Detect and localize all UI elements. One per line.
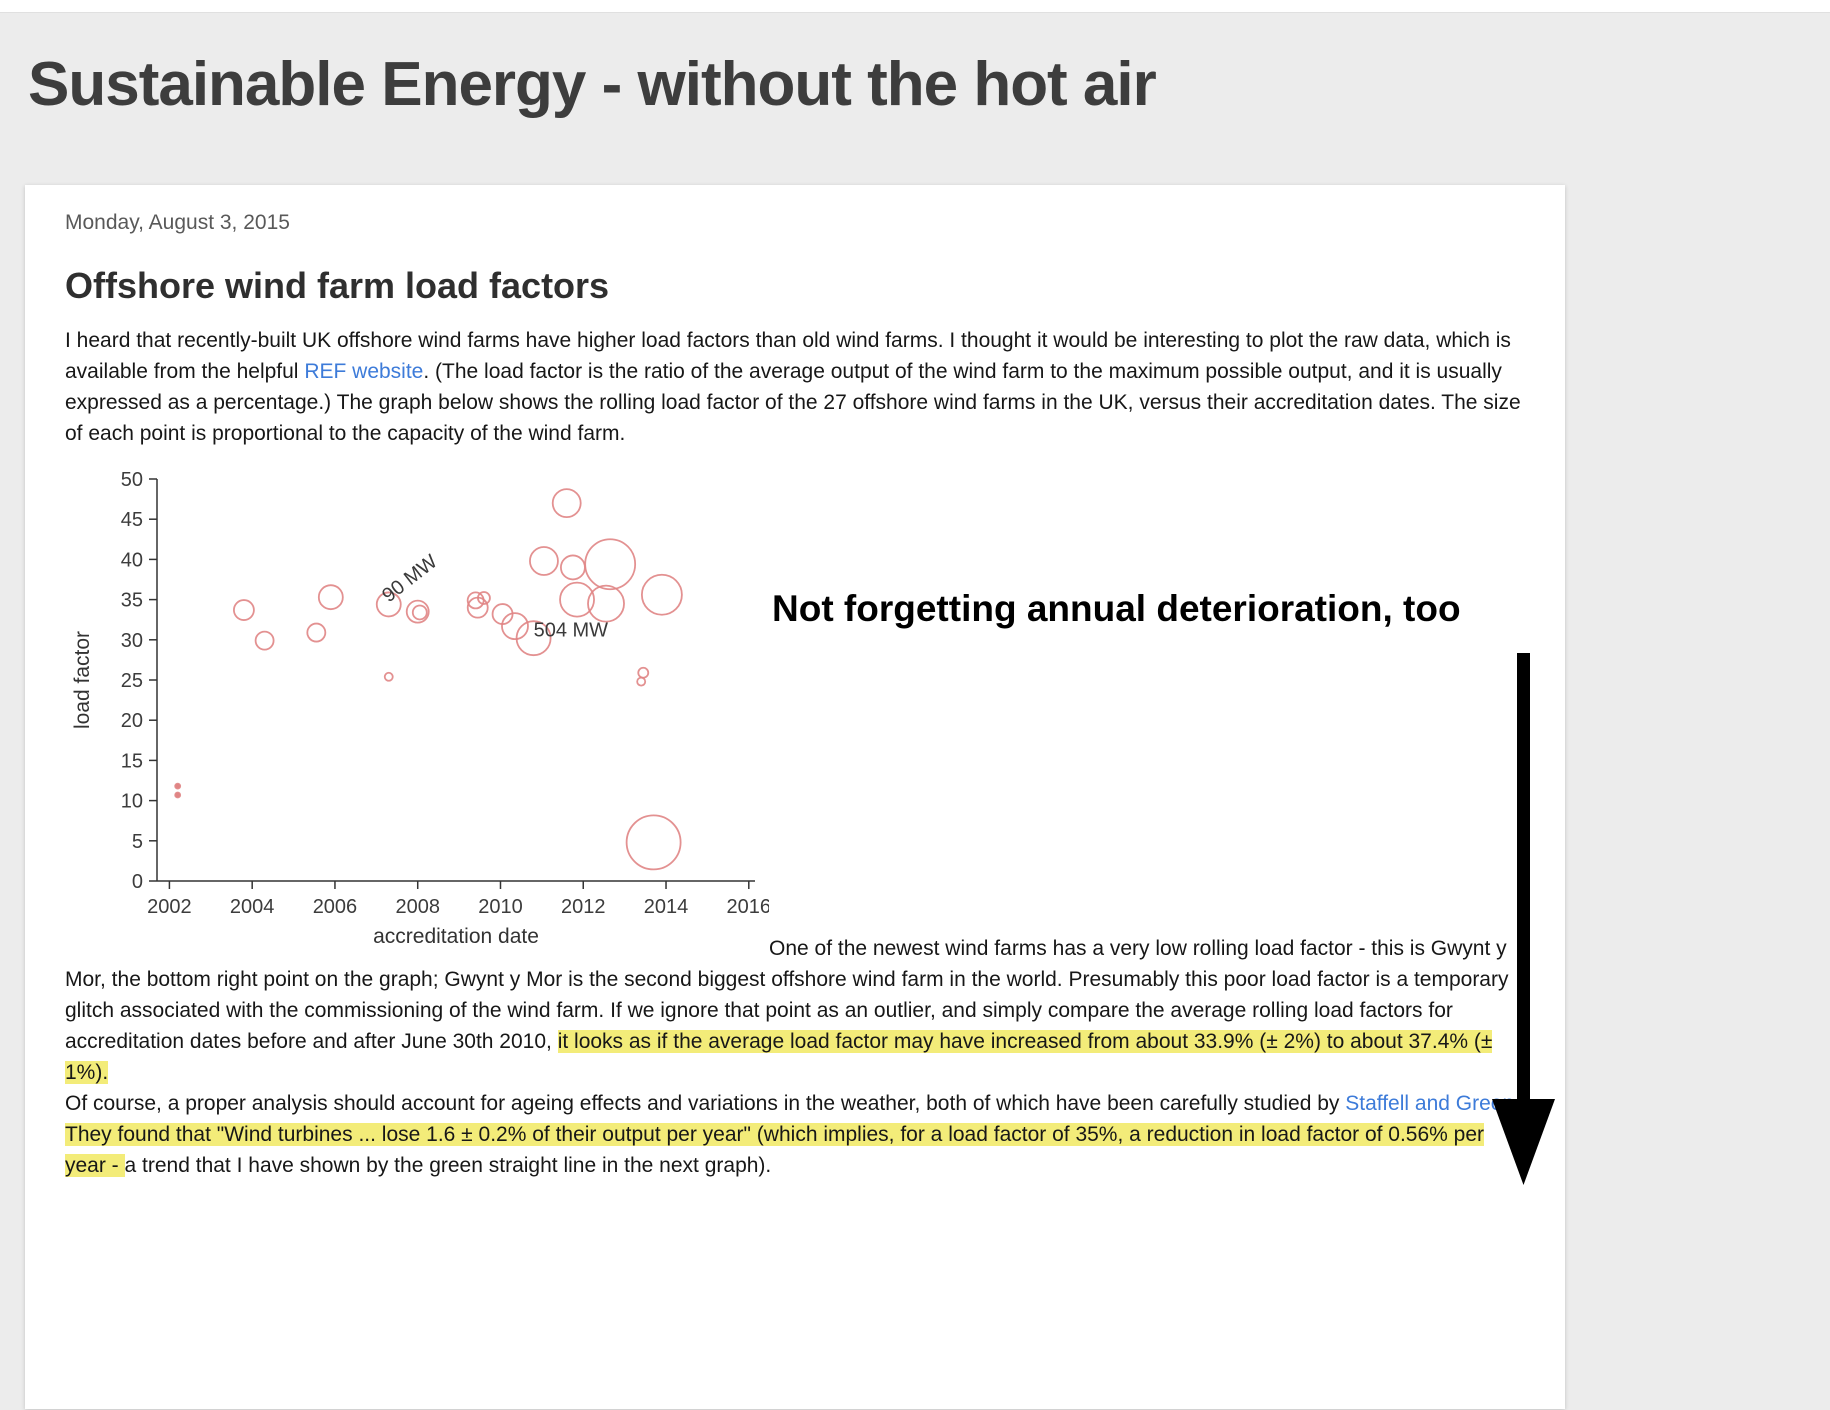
x-tick-label: 2010	[478, 896, 523, 918]
x-tick-label: 2006	[313, 896, 358, 918]
text-segment: Of course, a proper analysis should acco…	[65, 1092, 1346, 1115]
site-header: Sustainable Energy - without the hot air	[0, 13, 1830, 121]
annotation-overlay: Not forgetting annual deterioration, too	[772, 588, 1461, 629]
chart-bubble	[636, 676, 647, 687]
chart-bubble	[587, 584, 625, 623]
y-tick-label: 25	[121, 670, 143, 692]
ref-website-link[interactable]: REF website	[304, 360, 424, 383]
post-body: I heard that recently-built UK offshore …	[65, 325, 1555, 1185]
y-axis-title: load factor	[71, 631, 94, 729]
chart-bubble	[405, 599, 430, 624]
y-tick-label: 50	[121, 469, 143, 491]
y-tick-label: 35	[121, 590, 143, 612]
y-tick-label: 10	[121, 791, 143, 813]
chart-bubble	[317, 584, 344, 611]
chart-bubble	[306, 622, 327, 643]
post-title: Offshore wind farm load factors	[65, 265, 610, 306]
top-bar	[0, 0, 1830, 13]
x-tick-label: 2002	[147, 896, 192, 918]
chart-bubble	[515, 620, 552, 657]
chart-bubble	[640, 573, 683, 616]
chart-bubble	[584, 538, 637, 591]
x-tick-label: 2014	[644, 896, 689, 918]
text-segment: .	[1514, 1092, 1520, 1115]
text-segment: . (The load factor is the ratio of the a…	[65, 360, 1521, 445]
chart-capacity-label: 504 MW	[534, 620, 609, 642]
y-tick-label: 20	[121, 710, 143, 732]
staffell-green-link[interactable]: Staffell and Green	[1345, 1092, 1515, 1115]
chart-bubble	[411, 604, 428, 621]
x-tick-label: 2008	[395, 896, 440, 918]
paragraph-ageing-effects: Of course, a proper analysis should acco…	[65, 1088, 1525, 1181]
y-tick-label: 30	[121, 630, 143, 652]
chart-bubble	[254, 630, 275, 651]
y-tick-label: 5	[132, 831, 143, 853]
chart-bubble	[560, 554, 586, 581]
chart-capacity-label: 90 MW	[378, 551, 442, 607]
y-tick-label: 40	[121, 549, 143, 571]
post-card: Monday, August 3, 2015 Offshore wind far…	[25, 185, 1565, 1409]
chart-bubble	[625, 814, 682, 871]
y-tick-label: 45	[121, 509, 143, 531]
y-tick-label: 15	[121, 750, 143, 772]
chart-bubble	[551, 488, 582, 519]
x-tick-label: 2004	[230, 896, 275, 918]
load-factor-chart: 2002 2004 2006 2008 2010 2012 2014 2016 0 5 10 15 20…	[71, 469, 771, 948]
site-title: Sustainable Energy - without the hot air	[28, 50, 1157, 119]
chart-bubble	[477, 591, 491, 605]
text-segment: I heard that recently-built UK offshore …	[65, 329, 1511, 383]
chart-paragraph: 2002 2004 2006 2008 2010 2012 2014 2016 0 5 10 15 20…	[65, 463, 1555, 1185]
chart-bubble	[559, 581, 595, 618]
intro-paragraph: I heard that recently-built UK offshore …	[65, 325, 1525, 449]
x-tick-label: 2012	[561, 896, 606, 918]
paragraph-gwynt-y-mor: One of the newest wind farms has a very …	[65, 937, 1508, 1084]
chart-bubble	[637, 666, 650, 679]
chart-bubble	[174, 791, 182, 799]
chart-bubble	[375, 591, 402, 618]
chart-bubble	[233, 599, 255, 621]
text-segment: a trend that I have shown by the green s…	[124, 1154, 772, 1177]
x-axis-title: accreditation date	[373, 925, 539, 948]
text-segment: One of the newest wind farms has a very …	[65, 937, 1509, 1053]
chart-bubble	[383, 671, 394, 682]
chart-bubble	[501, 612, 529, 641]
chart-bubble	[529, 546, 559, 576]
y-tick-label: 0	[132, 871, 143, 893]
post-date: Monday, August 3, 2015	[65, 211, 290, 234]
chart-bubble	[174, 782, 182, 790]
x-tick-label: 2016	[727, 896, 769, 918]
